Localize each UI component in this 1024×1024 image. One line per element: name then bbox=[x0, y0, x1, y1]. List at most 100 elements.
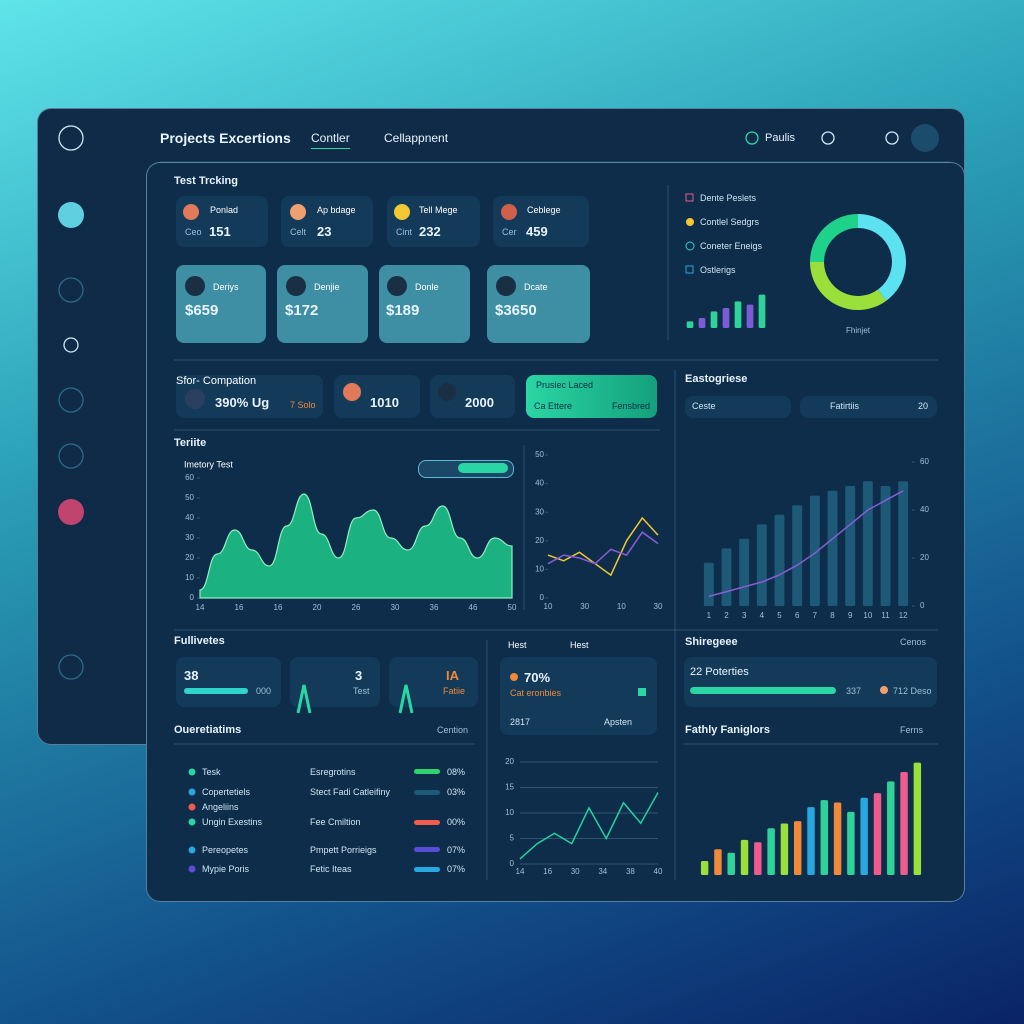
x-tick-label: 14 bbox=[516, 867, 525, 876]
card-name: Donle bbox=[415, 282, 439, 292]
y-tick-label: 40 bbox=[535, 479, 544, 488]
x-tick-label: 10 bbox=[617, 602, 626, 611]
y-tick-label: 20 bbox=[185, 553, 194, 562]
x-tick-label: 40 bbox=[654, 867, 663, 876]
filter[interactable]: Ceste bbox=[692, 401, 716, 411]
progress bbox=[414, 769, 440, 774]
bar bbox=[898, 481, 909, 606]
y-tick-label: 20 bbox=[920, 553, 929, 562]
y-tick-label: 10 bbox=[505, 808, 514, 817]
list-item: Angeliins bbox=[202, 802, 239, 812]
x-tick-label: 8 bbox=[830, 611, 835, 620]
chart-title: Imetory Test bbox=[184, 459, 233, 469]
progress bbox=[414, 790, 440, 795]
bar bbox=[714, 849, 722, 875]
list-item: Mypie Poris bbox=[202, 864, 250, 874]
metric-note: 000 bbox=[256, 686, 272, 696]
x-tick-label: 36 bbox=[430, 603, 439, 612]
bar bbox=[860, 797, 868, 875]
y-tick-label: 0 bbox=[920, 601, 925, 610]
filter[interactable]: 20 bbox=[918, 401, 929, 411]
dropdown[interactable] bbox=[800, 396, 937, 418]
stat-value: 390% Ug bbox=[215, 395, 270, 410]
bar bbox=[807, 807, 815, 875]
dropdown[interactable] bbox=[685, 396, 791, 418]
trend-line bbox=[708, 490, 904, 598]
stat-note: 7 Solo bbox=[290, 400, 316, 410]
nav-item[interactable]: Cellappnent bbox=[384, 131, 449, 145]
section-title: Test Trcking bbox=[174, 175, 238, 187]
bar bbox=[774, 514, 785, 606]
tab[interactable]: Hest bbox=[570, 640, 589, 650]
bar bbox=[739, 538, 750, 606]
y-tick-label: 50 bbox=[535, 450, 544, 459]
progress bbox=[414, 847, 440, 852]
card-label: Celt bbox=[290, 227, 307, 237]
highlight-card[interactable] bbox=[526, 375, 657, 418]
x-tick-label: 3 bbox=[742, 611, 747, 620]
metric-value: 337 bbox=[846, 686, 862, 696]
card[interactable] bbox=[290, 657, 380, 707]
kpi-value: 70% bbox=[524, 670, 551, 685]
bar bbox=[710, 311, 718, 328]
card-name: Dcate bbox=[524, 282, 548, 292]
nav-item[interactable]: Contler bbox=[311, 131, 350, 149]
bar bbox=[703, 562, 714, 606]
bar bbox=[746, 304, 754, 328]
legend-label: Dente Peslets bbox=[700, 193, 757, 203]
tab[interactable]: Hest bbox=[508, 640, 527, 650]
metric-note: 712 Deso bbox=[893, 686, 932, 696]
list-item: Copertetiels bbox=[202, 787, 251, 797]
card[interactable] bbox=[500, 657, 657, 735]
card-name: Ceblege bbox=[527, 205, 561, 215]
donut-slice bbox=[810, 262, 887, 311]
list-item: Fee Cmiltion bbox=[310, 817, 361, 827]
bar bbox=[793, 821, 802, 875]
kpi-button[interactable]: Apsten bbox=[604, 717, 633, 727]
card-value: 232 bbox=[419, 224, 441, 239]
x-tick-label: 30 bbox=[654, 602, 663, 611]
menu[interactable]: Cention bbox=[437, 725, 469, 735]
kpi-label: Cat eronbies bbox=[510, 688, 562, 698]
bar bbox=[700, 860, 709, 875]
x-tick-label: 11 bbox=[881, 611, 890, 620]
filter[interactable]: Fatirtiis bbox=[830, 401, 859, 411]
y-tick-label: 60 bbox=[920, 457, 929, 466]
y-tick-label: 15 bbox=[505, 783, 514, 792]
y-tick-label: 40 bbox=[920, 505, 929, 514]
highlight-title: Prusiec Laced bbox=[536, 380, 594, 390]
bar bbox=[913, 762, 922, 875]
card-name: Ap bdage bbox=[317, 205, 356, 215]
section-title: Fullivetes bbox=[174, 635, 225, 647]
x-tick-label: 16 bbox=[235, 603, 244, 612]
stat-label: Sfor- Compation bbox=[176, 375, 257, 387]
menu[interactable]: Cenos bbox=[900, 637, 927, 647]
card[interactable] bbox=[176, 657, 281, 707]
bar bbox=[727, 852, 735, 875]
x-tick-label: 20 bbox=[313, 603, 322, 612]
x-tick-label: 10 bbox=[544, 602, 553, 611]
legend-markers bbox=[188, 193, 695, 873]
bar bbox=[698, 318, 706, 328]
card-name: Deriys bbox=[213, 282, 239, 292]
y-tick-label: 30 bbox=[185, 533, 194, 542]
card-name: Tell Mege bbox=[419, 205, 458, 215]
bar bbox=[756, 524, 767, 606]
sidebar-icons bbox=[58, 124, 939, 680]
metric-value: 3 bbox=[355, 668, 363, 683]
x-tick-label: 38 bbox=[626, 867, 635, 876]
card[interactable] bbox=[684, 657, 937, 707]
list-item: Ungin Exestins bbox=[202, 817, 263, 827]
menu[interactable]: Ferns bbox=[900, 725, 924, 735]
card-value: 459 bbox=[526, 224, 548, 239]
x-tick-label: 30 bbox=[571, 867, 580, 876]
list-item: Pereopetes bbox=[202, 845, 249, 855]
user-name[interactable]: Paulis bbox=[765, 132, 795, 144]
section-title: Oueretiatims bbox=[174, 724, 242, 736]
bar bbox=[845, 486, 856, 606]
x-tick-label: 50 bbox=[508, 603, 517, 612]
metric-note: Fatiie bbox=[443, 686, 466, 696]
line bbox=[547, 531, 659, 565]
stat-value: 1010 bbox=[370, 395, 399, 410]
x-tick-label: 30 bbox=[391, 603, 400, 612]
